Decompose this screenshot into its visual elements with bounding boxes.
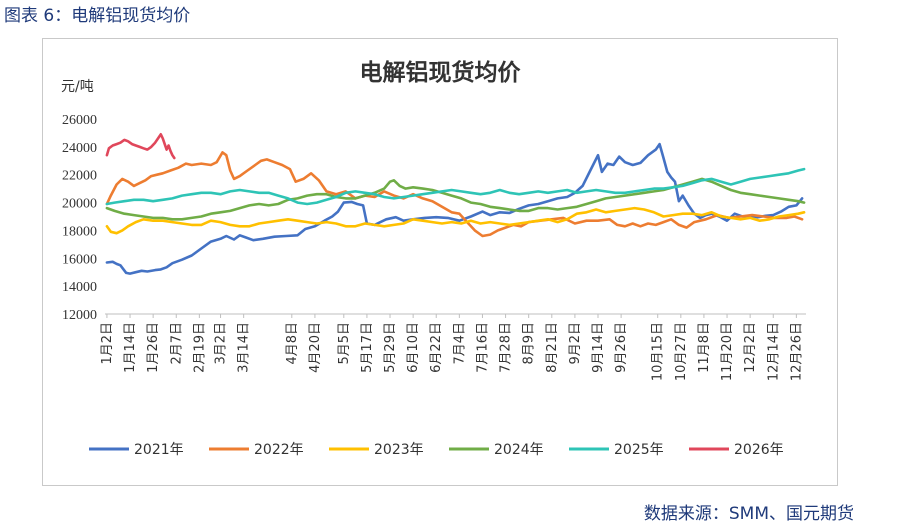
series-line-5 [105, 167, 806, 206]
chart-frame: 电解铝现货均价 元/吨 12000 14000 16000 18000 20000 220… [42, 38, 838, 486]
x-tick-label: 12月14日 [766, 322, 781, 381]
y-tick-label: 24000 [62, 141, 97, 156]
x-tick-label: 10月27日 [674, 322, 689, 381]
y-tick-label: 26000 [62, 113, 97, 128]
legend-label-4: 2024年 [494, 442, 544, 458]
legend-label-3: 2023年 [374, 442, 424, 458]
x-axis-ticks: 1月2日 1月14日 1月26日 2月7日 2月19日 3月2日 3月14日 4月8日 4月20… [100, 314, 804, 381]
x-tick-label: 1月2日 [100, 322, 115, 365]
line-chart: 电解铝现货均价 元/吨 12000 14000 16000 18000 20000 220… [61, 59, 806, 458]
x-tick-label: 1月14日 [123, 322, 138, 373]
series-line-4 [105, 177, 806, 221]
series-line-1 [105, 142, 804, 275]
x-tick-label: 7月4日 [452, 322, 467, 365]
y-axis-label: 元/吨 [61, 79, 94, 95]
x-tick-label: 5月5日 [337, 322, 352, 365]
x-tick-label: 10月15日 [651, 322, 666, 381]
y-tick-label: 18000 [62, 224, 97, 239]
x-tick-label: 7月28日 [499, 322, 514, 373]
x-tick-label: 6月22日 [429, 322, 444, 373]
x-tick-label: 9月14日 [591, 322, 606, 373]
x-tick-label: 1月26日 [146, 322, 161, 373]
x-tick-label: 7月16日 [475, 322, 490, 373]
chart-title: 电解铝现货均价 [360, 59, 522, 86]
x-tick-label: 4月20日 [308, 322, 323, 373]
legend-label-1: 2021年 [134, 442, 184, 458]
x-tick-label: 5月29日 [383, 322, 398, 373]
y-tick-label: 14000 [62, 280, 97, 295]
x-tick-label: 12月26日 [789, 322, 804, 381]
source-note: 数据来源：SMM、国元期货 [643, 504, 854, 524]
y-tick-label: 22000 [62, 169, 97, 184]
series-line-3 [105, 206, 806, 235]
y-axis-ticks: 12000 14000 16000 18000 20000 22000 24000 26000 [62, 113, 97, 323]
x-tick-label: 2月19日 [192, 322, 207, 373]
y-tick-label: 20000 [62, 197, 97, 212]
legend-label-5: 2025年 [614, 442, 664, 458]
x-tick-label: 11月20日 [720, 322, 735, 381]
x-tick-label: 3月14日 [237, 322, 252, 373]
figure-caption: 图表 6：电解铝现货均价 [4, 6, 191, 26]
x-tick-label: 9月26日 [614, 322, 629, 373]
x-tick-label: 4月8日 [285, 322, 300, 365]
x-tick-label: 11月8日 [697, 322, 712, 373]
y-tick-label: 12000 [62, 308, 97, 323]
series-line-6 [105, 133, 176, 160]
x-tick-label: 8月9日 [522, 322, 537, 365]
x-tick-label: 12月2日 [743, 322, 758, 373]
x-tick-label: 5月17日 [360, 322, 375, 373]
x-tick-label: 8月21日 [545, 322, 560, 373]
x-tick-label: 3月2日 [214, 322, 229, 365]
legend: 2021年 2022年 2023年 2024年 2025年 2026年 [89, 442, 784, 458]
x-tick-label: 6月10日 [406, 322, 421, 373]
series-lines [105, 133, 806, 275]
y-tick-label: 16000 [62, 252, 97, 267]
x-tick-label: 9月2日 [568, 322, 583, 365]
legend-label-2: 2022年 [254, 442, 304, 458]
x-tick-label: 2月7日 [169, 322, 184, 365]
legend-label-6: 2026年 [734, 442, 784, 458]
